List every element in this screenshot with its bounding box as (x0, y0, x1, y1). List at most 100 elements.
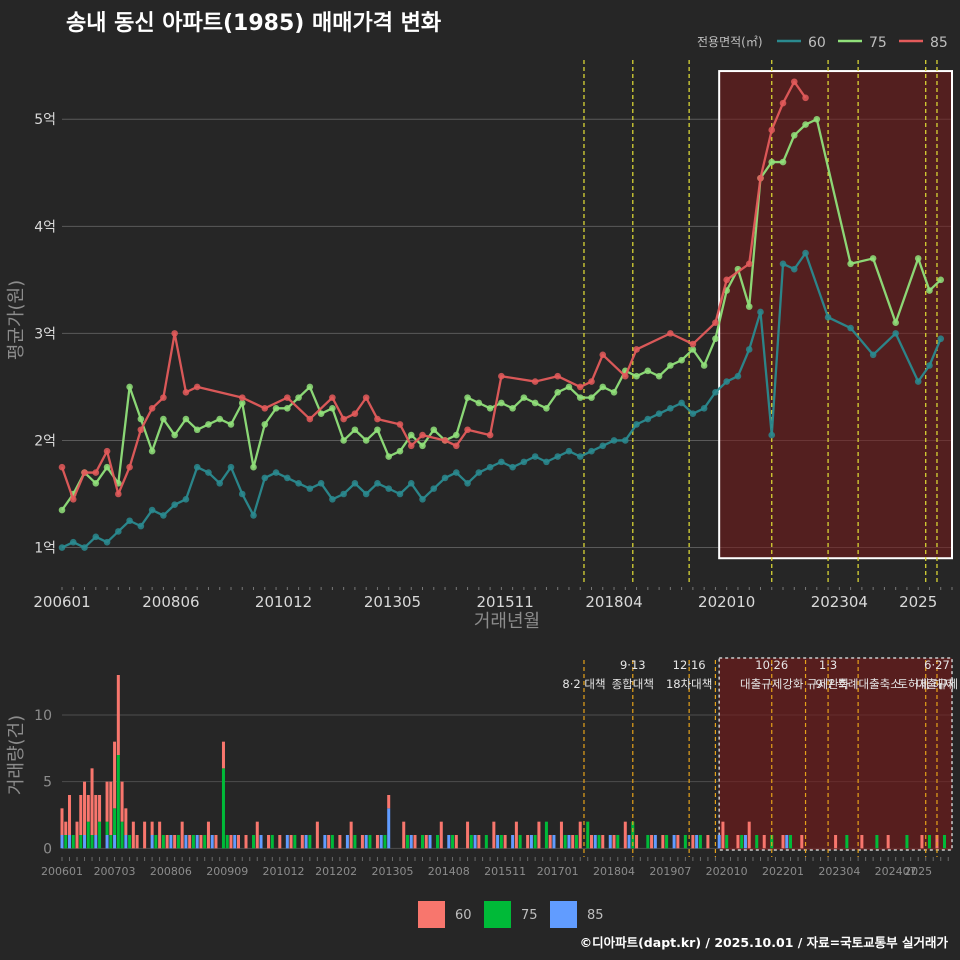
price-xtick-7: 202304 (811, 593, 868, 611)
volume-bar-85-34 (672, 835, 676, 849)
price-xaxis-title: 거래년월 (474, 611, 540, 632)
volume-xtick-7: 201408 (428, 865, 470, 878)
volume-policy-label-2: 18차대책 (666, 677, 712, 691)
price-point-60-51 (633, 421, 640, 428)
volume-bar-85-38 (785, 835, 789, 849)
volume-policy-label-1: 종합대책 (612, 677, 654, 691)
volume-xtick-10: 201804 (593, 865, 635, 878)
volume-bar-75-14 (176, 835, 180, 849)
volume-bar-85-11 (210, 835, 214, 849)
price-point-60-72 (926, 362, 933, 369)
price-point-60-26 (351, 479, 359, 487)
volume-policy-label-4: 대출규제강화 (740, 677, 804, 691)
price-point-85-3 (92, 469, 100, 476)
price-point-60-19 (272, 469, 280, 476)
legend-bottom-label-85: 85 (587, 908, 604, 923)
volume-bar-85-7 (150, 835, 154, 849)
price-point-75-35 (453, 431, 460, 439)
volume-bar-60-62 (612, 835, 616, 849)
price-point-75-67 (813, 115, 821, 123)
price-point-85-32 (576, 383, 584, 391)
volume-bar-60-50 (477, 835, 481, 849)
volume-bar-60-66 (661, 835, 665, 849)
volume-bar-75-51 (789, 835, 793, 849)
volume-highlight-box (718, 657, 953, 851)
price-point-60-34 (441, 474, 449, 482)
price-point-75-51 (633, 372, 640, 380)
volume-bar-75-3 (86, 821, 90, 849)
volume-bar-85-6 (124, 835, 128, 849)
volume-policy-date-4: 10·26 (755, 658, 788, 672)
volume-bar-85-12 (233, 835, 237, 849)
volume-bar-60-28 (221, 741, 225, 769)
price-point-60-7 (137, 522, 145, 530)
price-point-85-30 (531, 378, 539, 385)
volume-bar-75-44 (665, 835, 669, 849)
price-point-60-68 (847, 324, 854, 332)
price-point-60-67 (824, 314, 832, 321)
price-point-75-44 (554, 388, 561, 396)
price-point-75-25 (340, 437, 347, 444)
volume-bar-60-34 (278, 835, 282, 849)
volume-policy-date-2: 12·16 (673, 658, 706, 672)
volume-bar-85-27 (529, 835, 533, 849)
volume-bar-60-3 (75, 821, 79, 849)
price-point-75-13 (205, 421, 212, 428)
volume-bar-60-8 (94, 795, 98, 835)
volume-bar-60-44 (402, 821, 406, 849)
price-yaxis-title: 평균가(원) (6, 280, 27, 360)
price-point-60-20 (284, 474, 291, 482)
volume-bar-60-5 (83, 781, 87, 835)
price-point-75-70 (892, 319, 899, 326)
volume-bar-85-9 (184, 835, 188, 849)
price-point-85-46 (802, 94, 809, 102)
volume-bar-75-23 (330, 835, 334, 849)
volume-bar-75-21 (293, 835, 297, 849)
price-point-75-27 (362, 437, 370, 444)
price-ytick-4: 5억 (34, 112, 56, 128)
price-point-75-69 (869, 255, 877, 262)
volume-xtick-5: 201202 (315, 865, 357, 878)
volume-bar-75-49 (755, 835, 759, 849)
volume-bar-75-15 (191, 835, 195, 849)
volume-xtick-4: 201012 (263, 865, 305, 878)
volume-bar-75-31 (469, 835, 473, 849)
volume-xtick-13: 202201 (762, 865, 804, 878)
volume-bar-60-46 (424, 835, 428, 849)
price-point-85-9 (160, 394, 167, 401)
volume-bar-60-31 (244, 835, 248, 849)
price-point-60-69 (869, 351, 877, 359)
volume-bar-85-31 (608, 835, 612, 849)
price-point-75-38 (486, 405, 494, 412)
volume-bar-75-30 (451, 835, 455, 849)
volume-bar-60-61 (601, 835, 605, 849)
volume-bar-75-18 (225, 835, 229, 849)
price-point-75-43 (543, 405, 550, 412)
price-point-75-17 (250, 463, 257, 471)
price-point-85-17 (329, 394, 336, 401)
volume-bar-75-10 (120, 821, 124, 849)
volume-bar-75-24 (353, 835, 357, 849)
volume-bar-60-43 (387, 795, 391, 809)
volume-bar-60-75 (800, 835, 804, 849)
volume-bar-60-7 (90, 768, 94, 835)
price-point-60-17 (250, 512, 257, 519)
volume-bar-75-34 (518, 835, 522, 849)
price-point-60-64 (779, 260, 787, 268)
price-point-75-52 (644, 367, 652, 375)
price-point-75-9 (160, 415, 167, 423)
volume-bar-60-32 (255, 821, 259, 849)
volume-bar-60-64 (635, 835, 639, 849)
price-xtick-0: 200601 (33, 593, 90, 611)
volume-policy-label-9: 대출규제 (916, 677, 958, 691)
price-point-60-52 (644, 415, 652, 423)
price-point-85-43 (768, 126, 776, 134)
volume-bar-75-52 (845, 835, 849, 849)
volume-bar-75-12 (154, 835, 158, 849)
price-point-75-28 (374, 426, 381, 434)
price-point-60-8 (148, 506, 156, 514)
price-point-60-46 (576, 453, 584, 460)
price-point-85-27 (464, 426, 471, 434)
price-point-60-60 (734, 372, 742, 380)
volume-policy-label-6: 규제완화 (807, 677, 850, 691)
